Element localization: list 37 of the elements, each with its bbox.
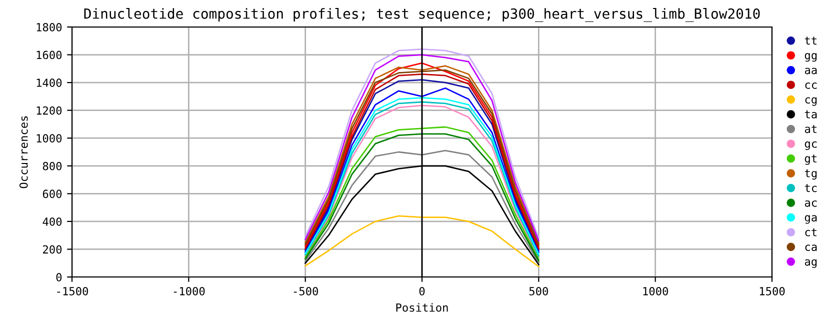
- legend-label: gt: [804, 154, 817, 165]
- y-tick-label: 600: [42, 190, 62, 198]
- y-tick-label: 1800: [36, 23, 62, 32]
- legend-label: ta: [804, 110, 817, 118]
- legend-label: ga: [804, 215, 817, 224]
- y-tick-label: 400: [42, 217, 62, 226]
- legend-label: at: [804, 125, 817, 134]
- legend-label: cc: [805, 82, 817, 89]
- legend-label: ag: [804, 259, 817, 268]
- y-tick-label: 1400: [36, 78, 62, 87]
- line-series: [304, 215, 540, 268]
- legend-label: tg: [804, 169, 817, 180]
- legend-label: ct: [805, 228, 817, 236]
- legend-label: gg: [804, 53, 817, 62]
- chart-title: Dinucleotide composition profiles; test sequence; p300_heart_versus_limb_Blow2010: [84, 8, 760, 22]
- y-axis-title: Occurrences: [19, 116, 28, 188]
- x-tick-label: -1000: [174, 286, 205, 296]
- x-tick-label: 500: [529, 286, 548, 296]
- legend-label: tc: [804, 184, 817, 192]
- x-axis-title: Position: [396, 303, 448, 312]
- x-tick-label: 0: [419, 286, 425, 296]
- x-tick-label: -1500: [57, 286, 88, 296]
- y-tick-label: 1600: [36, 50, 62, 60]
- legend-label: aa: [804, 68, 817, 74]
- x-tick-label: 1000: [643, 286, 668, 296]
- legend-label: cg: [805, 97, 817, 106]
- legend-label: ca: [805, 244, 817, 252]
- legend-label: ac: [804, 200, 817, 207]
- x-tick-label: -500: [294, 286, 318, 296]
- y-tick-label: 200: [43, 245, 62, 254]
- x-tick-label: 1500: [760, 286, 785, 296]
- y-tick-label: 1000: [36, 134, 62, 143]
- y-tick-label: 800: [42, 162, 62, 170]
- legend-label: tt: [804, 36, 817, 45]
- legend-label: gc: [804, 141, 817, 150]
- y-tick-label: 0: [56, 273, 62, 282]
- y-tick-label: 1200: [36, 106, 62, 115]
